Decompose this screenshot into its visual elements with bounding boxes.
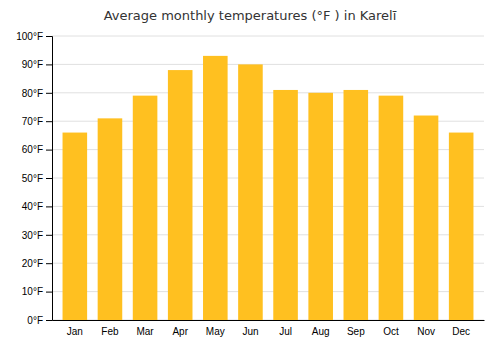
- y-tick-label: 50°F: [22, 173, 43, 184]
- x-tick: Apr: [172, 326, 188, 337]
- grid-line: [52, 64, 484, 65]
- y-tick: 60°F: [22, 144, 52, 155]
- x-tick-label: May: [206, 326, 225, 337]
- x-tick-label: Oct: [383, 326, 399, 337]
- y-tick-mark: [46, 121, 52, 122]
- y-tick-mark: [46, 320, 52, 321]
- grid: [52, 36, 484, 320]
- y-tick: 70°F: [22, 116, 52, 127]
- bar: [273, 90, 298, 320]
- y-tick: 20°F: [22, 258, 52, 269]
- bar: [308, 93, 333, 320]
- y-tick-label: 80°F: [22, 88, 43, 99]
- x-tick: Oct: [383, 326, 399, 337]
- y-tick-mark: [46, 292, 52, 293]
- y-tick-label: 60°F: [22, 144, 43, 155]
- bar: [344, 90, 369, 320]
- bar: [168, 70, 193, 320]
- bar: [133, 96, 158, 320]
- y-tick: 100°F: [16, 31, 52, 42]
- x-tick: Feb: [101, 326, 119, 337]
- bar: [203, 56, 228, 320]
- x-tick-label: Jul: [279, 326, 292, 337]
- y-tick-label: 100°F: [16, 31, 43, 42]
- x-tick-label: Nov: [417, 326, 435, 337]
- grid-line: [52, 36, 484, 37]
- y-axis: 0°F 10°F 20°F 30°F 40°F 50°F 60°F 70°F 80°F 90°F 1…: [16, 31, 52, 326]
- y-tick: 10°F: [22, 286, 52, 297]
- x-tick-label: Aug: [312, 326, 330, 337]
- y-tick: 50°F: [22, 173, 52, 184]
- y-tick: 90°F: [22, 59, 52, 70]
- x-tick-label: Sep: [347, 326, 365, 337]
- y-tick-mark: [46, 178, 52, 179]
- x-axis: Jan Feb Mar Apr May Jun Jul Aug Sep Oct Nov Dec: [53, 321, 485, 338]
- x-tick: Mar: [136, 326, 154, 337]
- bar: [414, 116, 439, 320]
- x-tick: Nov: [417, 326, 435, 337]
- y-tick-label: 90°F: [22, 59, 43, 70]
- x-tick: May: [206, 326, 225, 337]
- y-tick: 0°F: [27, 315, 52, 326]
- x-tick-label: Feb: [101, 326, 119, 337]
- y-tick: 40°F: [22, 201, 52, 212]
- bars: [63, 56, 474, 320]
- x-axis-line: [53, 320, 485, 321]
- bar: [63, 133, 88, 320]
- y-tick-label: 70°F: [22, 116, 43, 127]
- x-tick-label: Apr: [172, 326, 188, 337]
- y-tick-mark: [46, 64, 52, 65]
- bar: [449, 133, 474, 320]
- y-tick-mark: [46, 36, 52, 37]
- y-tick-label: 0°F: [27, 315, 43, 326]
- y-tick-label: 20°F: [22, 258, 43, 269]
- x-tick-label: Jan: [67, 326, 83, 337]
- grid-line: [52, 92, 484, 93]
- y-tick: 80°F: [22, 88, 52, 99]
- y-tick-mark: [46, 235, 52, 236]
- x-tick: Dec: [452, 326, 470, 337]
- chart: Average monthly temperatures (°F ) in Ka…: [0, 0, 500, 350]
- y-tick-mark: [46, 206, 52, 207]
- x-tick-label: Dec: [452, 326, 470, 337]
- x-tick: Jul: [279, 326, 292, 337]
- y-tick-mark: [46, 150, 52, 151]
- bar: [238, 64, 263, 320]
- x-tick: Jun: [242, 326, 258, 337]
- y-tick-label: 10°F: [22, 286, 43, 297]
- bar: [98, 118, 123, 320]
- y-tick-mark: [46, 263, 52, 264]
- y-tick-label: 30°F: [22, 230, 43, 241]
- y-tick-mark: [46, 93, 52, 94]
- x-tick: Aug: [312, 326, 330, 337]
- y-tick: 30°F: [22, 230, 52, 241]
- x-tick: Sep: [347, 326, 365, 337]
- plot: Jan Feb Mar Apr May Jun Jul Aug Sep Oct Nov Dec 0°F 1…: [16, 31, 484, 337]
- bar: [379, 96, 404, 320]
- x-tick-label: Jun: [242, 326, 258, 337]
- x-tick: Jan: [67, 326, 83, 337]
- y-tick-label: 40°F: [22, 201, 43, 212]
- x-tick-label: Mar: [136, 326, 154, 337]
- y-axis-line: [46, 37, 53, 321]
- title: Average monthly temperatures (°F ) in Ka…: [104, 8, 397, 23]
